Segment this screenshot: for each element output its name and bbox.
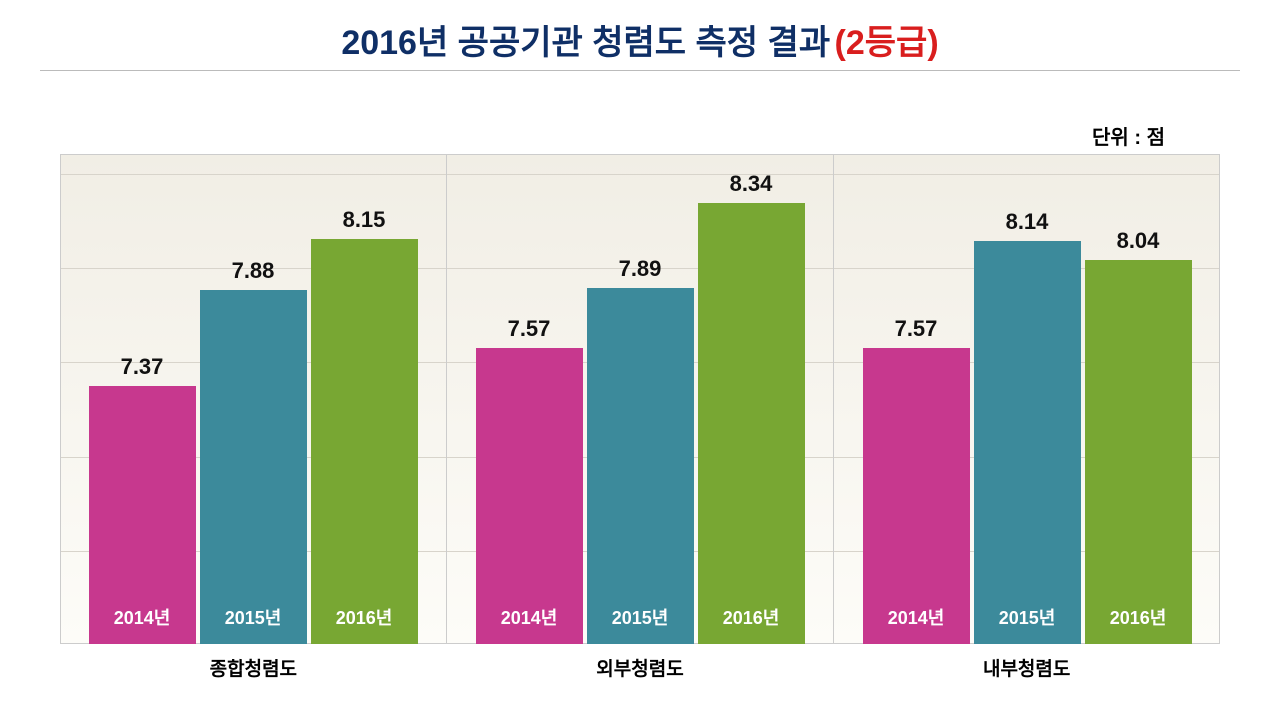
chart-title: 2016년 공공기관 청렴도 측정 결과 xyxy=(341,24,830,62)
bar-value-label: 7.37 xyxy=(121,354,164,380)
bar: 2016년 xyxy=(1085,260,1192,644)
bar-value-label: 7.57 xyxy=(895,316,938,342)
chart-title-wrap: 2016년 공공기관 청렴도 측정 결과 (2등급) xyxy=(40,15,1240,71)
bar-value-label: 8.14 xyxy=(1006,209,1049,235)
bar-group: 7.37 2014년 7.88 2015년 8.15 2016년 xyxy=(60,154,447,644)
bar: 2015년 xyxy=(200,290,307,644)
bar-year-label: 2016년 xyxy=(1110,604,1167,644)
x-category-label: 내부청렴도 xyxy=(833,644,1220,684)
bar-slot: 7.89 2015년 xyxy=(587,154,694,644)
chart-area: 7.37 2014년 7.88 2015년 8.15 2016년 7.57 2014년 7.89… xyxy=(60,154,1220,684)
bar-slot: 8.34 2016년 xyxy=(698,154,805,644)
bar-slot: 8.14 2015년 xyxy=(974,154,1081,644)
bar-slot: 7.37 2014년 xyxy=(89,154,196,644)
bar-value-label: 7.88 xyxy=(232,258,275,284)
bar-groups: 7.37 2014년 7.88 2015년 8.15 2016년 7.57 2014년 7.89… xyxy=(60,154,1220,644)
bar-year-label: 2015년 xyxy=(999,604,1056,644)
bar-slot: 8.04 2016년 xyxy=(1085,154,1192,644)
bar: 2016년 xyxy=(698,203,805,644)
bar-group: 7.57 2014년 7.89 2015년 8.34 2016년 xyxy=(447,154,834,644)
bar-slot: 7.57 2014년 xyxy=(863,154,970,644)
bar: 2016년 xyxy=(311,239,418,644)
bar-slot: 7.88 2015년 xyxy=(200,154,307,644)
bar-year-label: 2016년 xyxy=(336,604,393,644)
bar: 2014년 xyxy=(863,348,970,644)
bar-year-label: 2014년 xyxy=(114,604,171,644)
bar-value-label: 8.04 xyxy=(1117,228,1160,254)
bar: 2015년 xyxy=(974,241,1081,644)
bar: 2015년 xyxy=(587,288,694,644)
bar-year-label: 2014년 xyxy=(888,604,945,644)
x-axis: 종합청렴도외부청렴도내부청렴도 xyxy=(60,644,1220,684)
x-category-label: 외부청렴도 xyxy=(447,644,834,684)
bar-slot: 7.57 2014년 xyxy=(476,154,583,644)
bar-value-label: 7.89 xyxy=(619,256,662,282)
bar-value-label: 8.15 xyxy=(343,207,386,233)
x-category-label: 종합청렴도 xyxy=(60,644,447,684)
unit-label: 단위 : 점 xyxy=(40,121,1165,150)
bar-slot: 8.15 2016년 xyxy=(311,154,418,644)
bar-year-label: 2015년 xyxy=(225,604,282,644)
bar: 2014년 xyxy=(476,348,583,644)
bar-value-label: 8.34 xyxy=(730,171,773,197)
bar: 2014년 xyxy=(89,386,196,644)
chart-title-grade: (2등급) xyxy=(835,24,939,62)
bar-value-label: 7.57 xyxy=(508,316,551,342)
bar-group: 7.57 2014년 8.14 2015년 8.04 2016년 xyxy=(834,154,1220,644)
bar-year-label: 2014년 xyxy=(501,604,558,644)
bar-year-label: 2016년 xyxy=(723,604,780,644)
bar-year-label: 2015년 xyxy=(612,604,669,644)
